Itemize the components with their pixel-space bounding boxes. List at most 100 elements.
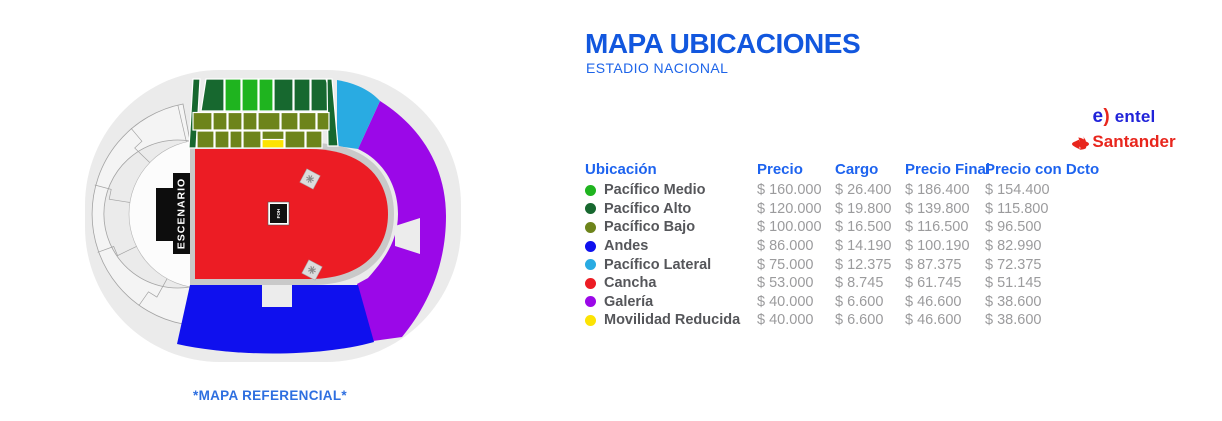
andes-vomitory [262,285,292,307]
section-pacifico-medio [258,78,274,112]
stadium-map-svg: ESCENARIO FOH [85,70,461,362]
section-pacifico-tiers [188,78,339,149]
foh-booth: FOH [267,201,290,226]
section-name: Pacífico Alto [604,200,692,217]
table-row: Pacífico Lateral $ 75.000 $ 12.375 $ 87.… [585,255,1130,274]
col-header-cargo: Cargo [835,160,879,178]
section-pacifico-alto [293,78,311,112]
stadium-map: ESCENARIO FOH [40,56,470,388]
section-name: Movilidad Reducida [604,312,741,329]
stage-label: ESCENARIO [176,178,188,249]
section-name-cell: Movilidad Reducida [585,312,757,328]
section-galeria [357,101,446,341]
section-color-dot [585,259,596,271]
section-name-cell: Pacífico Bajo [585,219,757,235]
section-pacifico-bajo [192,111,330,149]
section-name: Andes [604,238,649,255]
section-pacifico-medio [241,78,259,112]
page-title: MAPA UBICACIONES [585,28,861,59]
table-row: Cancha $ 53.000 $ 8.745 $ 61.745 $ 51.14… [585,274,1130,293]
section-color-dot [585,296,596,308]
foh-label: FOH [276,208,281,218]
santander-logo: Santander [1056,132,1192,152]
section-name: Pacífico Bajo [604,219,696,236]
sponsor-logos: e) entel Santander [1056,106,1192,152]
entel-mark-icon: e) [1092,106,1110,127]
section-movilidad-reducida [261,138,285,149]
precio-dcto-cell: $ 82.990 [985,238,1042,255]
section-color-dot [585,240,596,252]
precio-cell: $ 100.000 [757,219,822,236]
section-name-cell: Pacífico Medio [585,182,757,198]
section-name-cell: Cancha [585,275,757,291]
table-row: Movilidad Reducida $ 40.000 $ 6.600 $ 46… [585,311,1130,330]
col-header-precio-final: Precio Final [905,160,991,178]
cargo-cell: $ 6.600 [835,312,884,329]
precio-final-cell: $ 116.500 [905,219,969,236]
precio-final-cell: $ 186.400 [905,182,970,199]
entel-logo: e) entel [1056,106,1192,128]
precio-cell: $ 40.000 [757,312,814,329]
section-color-dot [585,221,596,233]
map-caption: *MAPA REFERENCIAL* [193,388,347,403]
precio-dcto-cell: $ 96.500 [985,219,1042,236]
precio-cell: $ 120.000 [757,200,822,217]
table-row: Pacífico Alto $ 120.000 $ 19.800 $ 139.8… [585,200,1130,219]
table-row: Andes $ 86.000 $ 14.190 $ 100.190 $ 82.9… [585,237,1130,256]
price-table-body: Pacífico Medio $ 160.000 $ 26.400 $ 186.… [585,181,1130,330]
col-header-precio: Precio [757,160,803,178]
section-color-dot [585,184,596,196]
precio-dcto-cell: $ 38.600 [985,293,1042,310]
section-name: Cancha [604,275,657,292]
precio-cell: $ 53.000 [757,275,814,292]
section-andes [177,285,374,354]
precio-final-cell: $ 139.800 [905,200,970,217]
table-row: Pacífico Bajo $ 100.000 $ 16.500 $ 116.5… [585,218,1130,237]
precio-dcto-cell: $ 115.800 [985,200,1049,217]
section-name-cell: Pacífico Lateral [585,257,757,273]
precio-final-cell: $ 100.190 [905,238,970,255]
precio-cell: $ 86.000 [757,238,814,255]
col-header-precio-con-dcto: Precio con Dcto [985,160,1100,178]
entel-logo-label: entel [1114,107,1156,126]
cargo-cell: $ 26.400 [835,182,892,199]
precio-final-cell: $ 46.600 [905,312,962,329]
precio-dcto-cell: $ 72.375 [985,256,1042,273]
precio-final-cell: $ 87.375 [905,256,962,273]
cargo-cell: $ 19.800 [835,200,892,217]
precio-dcto-cell: $ 154.400 [985,182,1050,199]
santander-logo-label: Santander [1092,132,1176,151]
precio-cell: $ 40.000 [757,293,814,310]
table-row: Galería $ 40.000 $ 6.600 $ 46.600 $ 38.6… [585,293,1130,312]
stage: ESCENARIO [156,173,190,254]
col-header-ubicacion: Ubicación [585,160,657,178]
precio-cell: $ 160.000 [757,182,822,199]
cargo-cell: $ 14.190 [835,238,892,255]
section-pacifico-lateral [337,80,380,149]
precio-final-cell: $ 46.600 [905,293,962,310]
cargo-cell: $ 6.600 [835,293,884,310]
delay-tower-icon [301,259,323,281]
cargo-cell: $ 16.500 [835,219,892,236]
section-color-dot [585,277,596,289]
section-color-dot [585,314,596,326]
cargo-cell: $ 12.375 [835,256,892,273]
section-name-cell: Andes [585,238,757,254]
precio-cell: $ 75.000 [757,256,814,273]
section-pacifico-medio [224,78,242,112]
precio-dcto-cell: $ 51.145 [985,275,1042,292]
section-cancha [195,149,388,279]
section-name-cell: Pacífico Alto [585,201,757,217]
price-table: Ubicación Precio Cargo Precio Final Prec… [585,157,1130,330]
santander-flame-icon [1072,134,1090,150]
page-subtitle: ESTADIO NACIONAL [586,60,729,76]
section-name: Pacífico Medio [604,182,706,199]
cargo-cell: $ 8.745 [835,275,884,292]
section-color-dot [585,203,596,215]
section-name-cell: Galería [585,294,757,310]
precio-final-cell: $ 61.745 [905,275,962,292]
section-name: Galería [604,293,654,310]
price-table-header: Ubicación Precio Cargo Precio Final Prec… [585,157,1130,181]
section-pacifico-alto [273,78,294,112]
